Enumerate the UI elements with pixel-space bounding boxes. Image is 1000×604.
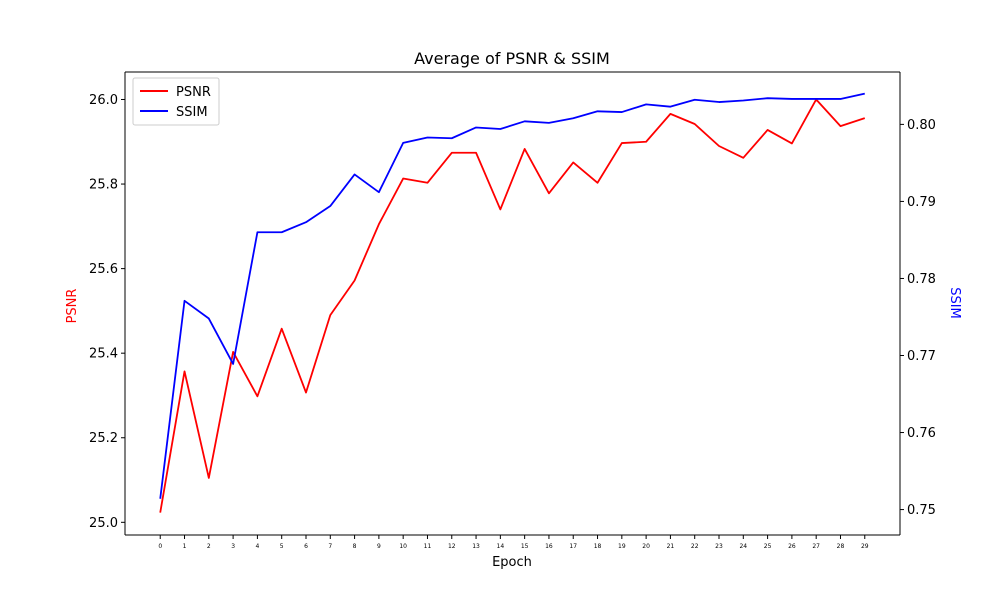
x-tick-label: 23 [715,543,723,550]
x-tick-label: 0 [158,543,162,550]
series-line-psnr [159,98,866,513]
x-tick-label: 22 [691,543,699,550]
x-tick-label: 20 [642,543,650,550]
right-y-tick-label: 0.75 [907,503,936,518]
left-y-tick-label: 25.0 [89,516,118,531]
x-tick-label: 2 [207,543,211,550]
right-y-axis-label: SSIM [947,287,962,319]
x-tick-label: 8 [353,543,357,550]
right-y-tick-label: 0.79 [907,195,936,210]
ticks-layer: 0 1 2 3 4 5 6 7 8 9 10 11 12 13 14 15 16 17 18 19 20 21 22 23 24… [89,93,936,550]
series-layer [159,92,866,513]
x-axis-label: Epoch [492,555,532,570]
x-tick-label: 6 [304,543,308,550]
legend-label-psnr: PSNR [176,85,211,100]
left-y-tick-label: 25.4 [89,347,118,362]
legend-box [132,77,220,126]
x-tick-label: 13 [472,543,480,550]
x-tick-label: 21 [667,543,675,550]
left-y-tick-label: 25.8 [89,178,118,193]
left-y-tick-label: 25.6 [89,262,118,277]
chart-title: Average of PSNR & SSIM [414,49,610,68]
x-tick-label: 29 [861,543,869,550]
x-tick-label: 27 [812,543,820,550]
right-y-tick-label: 0.77 [907,349,936,364]
right-y-tick-label: 0.80 [907,118,936,133]
x-tick-label: 16 [545,543,553,550]
x-tick-label: 12 [448,543,456,550]
x-tick-label: 9 [377,543,381,550]
left-y-tick-label: 26.0 [89,93,118,108]
x-tick-label: 25 [764,543,772,550]
x-tick-label: 17 [569,543,577,550]
x-tick-label: 28 [837,543,845,550]
x-tick-label: 11 [424,543,432,550]
right-y-tick-label: 0.78 [907,272,936,287]
x-tick-label: 4 [255,543,259,550]
axes-layer [124,71,901,536]
left-y-tick-label: 25.2 [89,431,118,446]
x-tick-label: 3 [231,543,235,550]
x-tick-label: 15 [521,543,529,550]
left-y-axis-label: PSNR [65,289,80,324]
right-y-tick-label: 0.76 [907,426,936,441]
x-tick-label: 24 [739,543,747,550]
series-line-ssim [159,92,865,499]
x-tick-label: 7 [328,543,332,550]
x-tick-label: 5 [280,543,284,550]
x-tick-label: 19 [618,543,626,550]
x-tick-label: 14 [497,543,505,550]
x-tick-label: 10 [399,543,407,550]
x-tick-label: 26 [788,543,796,550]
legend-label-ssim: SSIM [176,105,208,120]
legend: PSNR SSIM [132,77,220,126]
x-tick-label: 1 [183,543,187,550]
x-tick-label: 18 [594,543,602,550]
